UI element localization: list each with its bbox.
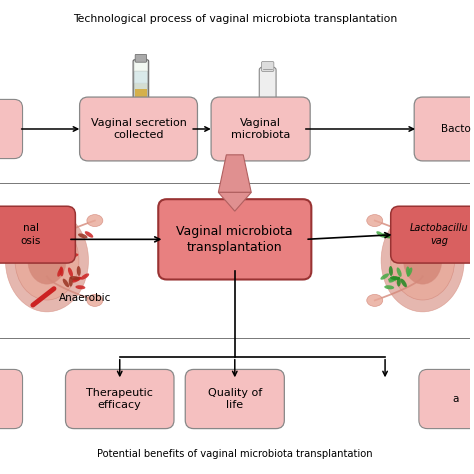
FancyBboxPatch shape [414, 97, 474, 161]
Ellipse shape [68, 267, 73, 277]
FancyBboxPatch shape [65, 369, 174, 428]
Ellipse shape [70, 276, 80, 280]
Ellipse shape [397, 267, 401, 277]
FancyBboxPatch shape [134, 71, 148, 105]
Ellipse shape [381, 273, 389, 280]
Ellipse shape [398, 231, 405, 239]
Ellipse shape [391, 221, 455, 300]
Text: Potential benefits of vaginal microbiota transplantation: Potential benefits of vaginal microbiota… [97, 449, 373, 459]
Ellipse shape [72, 277, 81, 283]
FancyBboxPatch shape [262, 62, 274, 72]
Ellipse shape [384, 285, 394, 289]
FancyBboxPatch shape [0, 369, 23, 428]
FancyBboxPatch shape [391, 206, 474, 263]
Text: Lactobacillu
vag: Lactobacillu vag [410, 223, 468, 246]
Ellipse shape [77, 266, 81, 276]
Text: a: a [452, 394, 459, 404]
FancyBboxPatch shape [135, 89, 146, 104]
FancyBboxPatch shape [0, 206, 75, 263]
Ellipse shape [81, 273, 89, 280]
Text: Therapeutic
efficacy: Therapeutic efficacy [86, 388, 153, 410]
Ellipse shape [87, 215, 103, 227]
Ellipse shape [60, 266, 64, 276]
FancyBboxPatch shape [211, 97, 310, 161]
Ellipse shape [394, 241, 402, 248]
FancyBboxPatch shape [135, 55, 146, 62]
FancyBboxPatch shape [158, 199, 311, 280]
Ellipse shape [72, 277, 82, 281]
Text: Vaginal secretion
collected: Vaginal secretion collected [91, 118, 186, 140]
Ellipse shape [67, 241, 75, 248]
Text: nal
osis: nal osis [20, 223, 41, 246]
Text: Anaerobic: Anaerobic [59, 293, 111, 303]
Ellipse shape [63, 279, 69, 287]
Ellipse shape [28, 237, 66, 284]
Polygon shape [219, 155, 251, 192]
Text: Vaginal microbiota
transplantation: Vaginal microbiota transplantation [176, 225, 293, 254]
Text: Quality of
life: Quality of life [208, 388, 262, 410]
Ellipse shape [407, 267, 412, 277]
Polygon shape [219, 192, 251, 211]
Ellipse shape [367, 294, 383, 306]
Ellipse shape [65, 231, 72, 239]
Ellipse shape [381, 209, 464, 312]
FancyBboxPatch shape [419, 369, 474, 428]
Ellipse shape [53, 234, 60, 241]
Text: Bacto: Bacto [441, 124, 470, 134]
Ellipse shape [57, 267, 63, 277]
FancyBboxPatch shape [80, 97, 198, 161]
Ellipse shape [75, 285, 85, 289]
Ellipse shape [401, 279, 407, 287]
Ellipse shape [69, 277, 73, 287]
Text: Vaginal
microbiota: Vaginal microbiota [231, 118, 290, 140]
Ellipse shape [55, 235, 59, 245]
Ellipse shape [382, 233, 392, 238]
Ellipse shape [367, 215, 383, 227]
Ellipse shape [85, 231, 93, 238]
Ellipse shape [410, 234, 417, 241]
Ellipse shape [389, 277, 398, 283]
Ellipse shape [388, 277, 398, 281]
Ellipse shape [390, 276, 400, 280]
Text: Technological process of vaginal microbiota transplantation: Technological process of vaginal microbi… [73, 14, 397, 24]
Ellipse shape [389, 266, 393, 276]
Ellipse shape [391, 253, 401, 257]
Ellipse shape [410, 235, 415, 245]
Ellipse shape [68, 253, 78, 257]
Ellipse shape [376, 231, 385, 238]
FancyBboxPatch shape [259, 67, 276, 101]
FancyBboxPatch shape [134, 83, 148, 105]
FancyBboxPatch shape [185, 369, 284, 428]
Ellipse shape [5, 209, 89, 312]
Ellipse shape [87, 294, 103, 306]
Ellipse shape [15, 221, 79, 300]
FancyBboxPatch shape [134, 59, 148, 105]
Ellipse shape [78, 233, 88, 238]
Ellipse shape [406, 266, 410, 276]
Ellipse shape [397, 277, 401, 287]
Ellipse shape [403, 237, 442, 284]
FancyBboxPatch shape [0, 100, 23, 159]
